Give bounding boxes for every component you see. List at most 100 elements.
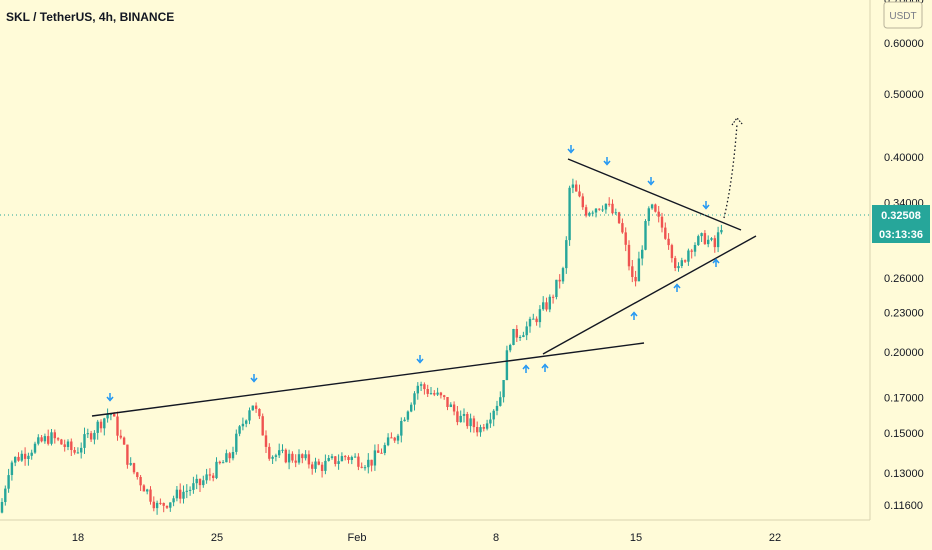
candle-body [538, 309, 542, 323]
currency-box[interactable]: USDT [883, 1, 923, 29]
candle [377, 444, 380, 453]
time-axis[interactable]: 18 25 Feb 8 15 22 [72, 532, 781, 544]
candle-body [50, 432, 53, 444]
candle-body [4, 488, 7, 502]
candle-body [637, 258, 641, 282]
candle-body [720, 230, 723, 233]
candle [505, 345, 509, 381]
candle [37, 434, 40, 446]
candle [462, 408, 466, 423]
candle [614, 208, 617, 215]
candle [344, 455, 347, 461]
candle-body [469, 418, 472, 427]
candle-body [492, 410, 495, 420]
candle-body [324, 460, 327, 471]
candle-body [268, 446, 271, 459]
candle-body [241, 423, 245, 427]
candle-body [10, 462, 14, 475]
candle-body [459, 415, 462, 423]
candle-body [327, 458, 330, 461]
candle-body [617, 212, 621, 224]
candle [469, 413, 472, 433]
candle [657, 206, 660, 223]
candle [225, 449, 228, 463]
candle [33, 441, 37, 454]
candle-body [179, 489, 182, 499]
candle-body [423, 384, 426, 390]
triangle-lower-line[interactable] [542, 235, 757, 355]
candle [198, 478, 202, 492]
candle-body [340, 456, 344, 462]
candle [515, 325, 518, 342]
candle-body [413, 393, 416, 405]
candle [611, 199, 614, 215]
candle-body [370, 459, 373, 466]
candle [248, 407, 251, 425]
candle [512, 328, 515, 346]
candle [485, 419, 489, 431]
candle-body [96, 421, 99, 433]
candle [423, 382, 426, 395]
candle-body [271, 456, 274, 459]
candle [268, 443, 271, 461]
candle [106, 408, 109, 423]
candle [367, 453, 370, 474]
candle-body [548, 296, 551, 310]
candle-body [149, 489, 152, 502]
candle-body [644, 221, 647, 250]
candle [132, 462, 136, 475]
candle [152, 496, 155, 512]
candle-body [73, 450, 76, 453]
candle [631, 260, 634, 283]
price-tick-label: 0.23000 [884, 308, 924, 320]
candle-body [337, 461, 340, 464]
candle [172, 495, 175, 507]
candle-body [429, 393, 433, 395]
candle-body [660, 216, 664, 228]
candle [139, 475, 142, 491]
candle-body [165, 505, 169, 508]
candle-body [248, 410, 251, 421]
candle-body [116, 416, 119, 436]
candle [548, 294, 551, 313]
candle [617, 211, 621, 224]
candle [235, 429, 238, 455]
ascending-resistance-line[interactable] [91, 342, 645, 417]
candle-body [578, 191, 581, 197]
candle [50, 429, 53, 446]
candle-body [89, 433, 93, 440]
candle-body [472, 418, 476, 428]
candle-body [697, 236, 700, 245]
candle [499, 391, 502, 407]
candle [23, 447, 27, 466]
candle-body [383, 445, 386, 453]
candle [429, 387, 433, 395]
candle-body [228, 453, 231, 459]
triangle-upper-line[interactable] [567, 158, 742, 231]
candle [446, 397, 449, 411]
candle [231, 446, 235, 461]
candle [551, 294, 555, 304]
candle-body [670, 245, 674, 259]
candle [489, 412, 492, 428]
candle-body [129, 463, 132, 465]
candle-body [294, 460, 297, 463]
candle [571, 178, 575, 194]
candle-body [314, 461, 317, 469]
candle [581, 193, 584, 210]
candle-body [627, 244, 631, 267]
candle-body [393, 437, 396, 441]
candle-body [20, 453, 23, 461]
candle [555, 279, 558, 300]
candle-body [386, 437, 390, 446]
candle-body [304, 454, 307, 459]
candle-body [192, 483, 195, 490]
candle-body [406, 411, 410, 420]
projection-dotted-line[interactable] [723, 123, 738, 219]
candle-body [485, 423, 489, 429]
candle [185, 484, 188, 499]
candle [43, 433, 47, 444]
candle-body [683, 260, 687, 262]
candle-body [231, 452, 235, 459]
